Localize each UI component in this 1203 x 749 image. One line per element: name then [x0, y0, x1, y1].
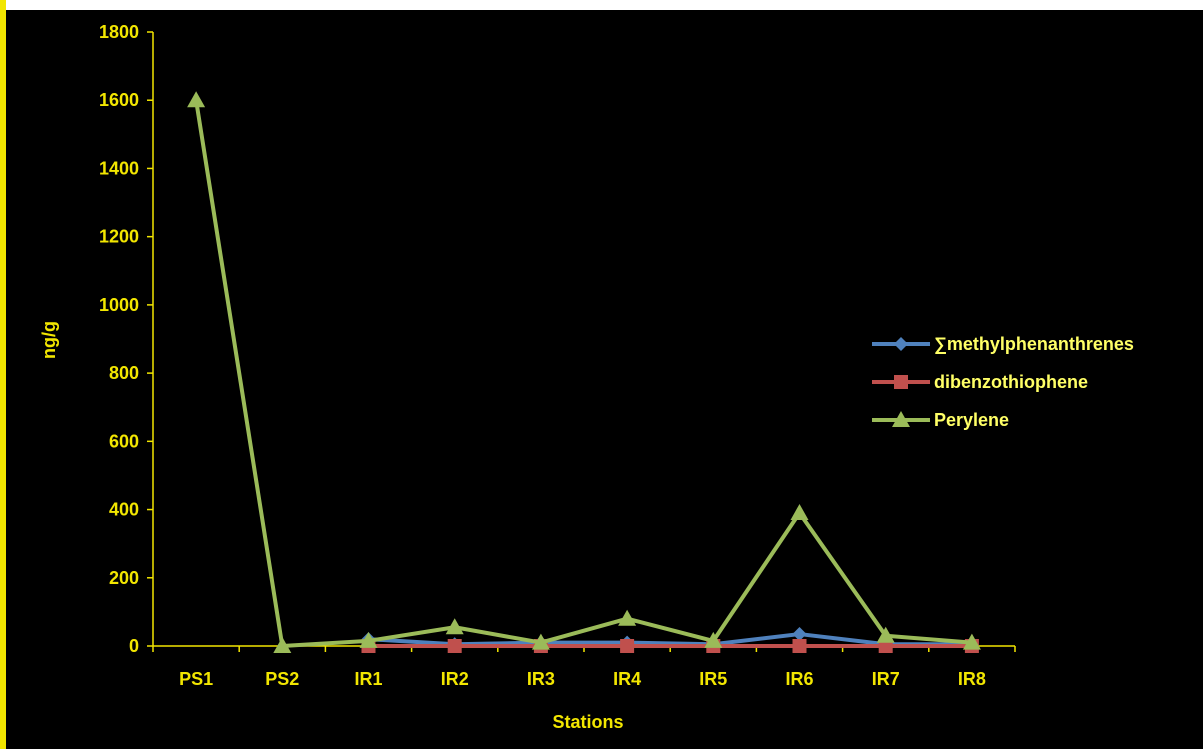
- x-tick-label: IR3: [527, 669, 555, 689]
- x-tick-label: IR8: [958, 669, 986, 689]
- data-point: [445, 618, 464, 635]
- y-tick-label: 200: [109, 568, 139, 588]
- data-point: [273, 637, 292, 653]
- x-tick-label: PS1: [179, 669, 213, 689]
- y-tick-label: 1000: [99, 295, 139, 315]
- legend-item: ∑methylphenanthrenes: [872, 334, 1134, 354]
- legend-label: ∑methylphenanthrenes: [934, 334, 1134, 354]
- legend-marker: [894, 337, 908, 351]
- legend-marker: [892, 411, 910, 427]
- y-tick-label: 0: [129, 636, 139, 656]
- data-point: [792, 639, 807, 653]
- legend-label: dibenzothiophene: [934, 372, 1088, 392]
- y-tick-labels: 0 200 400 600 800 1000 1200 1400 1600 1800: [99, 22, 139, 656]
- y-tick-label: 1800: [99, 22, 139, 42]
- data-point: [447, 639, 462, 653]
- data-point: [531, 633, 550, 650]
- x-tick-label: IR2: [441, 669, 469, 689]
- legend-label: Perylene: [934, 410, 1009, 430]
- x-tick-label: IR1: [354, 669, 382, 689]
- legend: ∑methylphenanthrenes dibenzothiophene Pery…: [872, 334, 1134, 430]
- y-tick-label: 400: [109, 500, 139, 520]
- y-tick-label: 800: [109, 363, 139, 383]
- data-point: [620, 639, 635, 653]
- data-point: [876, 626, 895, 643]
- y-axis-label: ng/g: [39, 321, 59, 359]
- x-axis-label: Stations: [552, 712, 623, 732]
- data-point: [187, 91, 206, 108]
- data-point: [704, 631, 723, 648]
- x-tick-label: IR5: [699, 669, 727, 689]
- x-tick-label: IR7: [872, 669, 900, 689]
- data-point: [618, 609, 637, 626]
- legend-marker: [894, 375, 908, 389]
- x-tick-label: PS2: [265, 669, 299, 689]
- legend-item: dibenzothiophene: [872, 372, 1088, 392]
- series-group: [187, 91, 981, 653]
- y-tick-label: 1600: [99, 90, 139, 110]
- x-tick-label: IR4: [613, 669, 641, 689]
- data-point: [790, 503, 809, 520]
- x-tick-labels: PS1 PS2 IR1 IR2 IR3 IR4 IR5 IR6 IR7 IR8: [179, 669, 986, 689]
- y-tick-label: 1400: [99, 158, 139, 178]
- y-tick-label: 1200: [99, 227, 139, 247]
- x-tick-label: IR6: [785, 669, 813, 689]
- data-point: [962, 633, 981, 650]
- data-point: [792, 627, 807, 642]
- series-line: [194, 99, 973, 648]
- y-tick-label: 600: [109, 431, 139, 451]
- series-2: [187, 91, 981, 653]
- legend-item: Perylene: [872, 410, 1009, 430]
- data-point: [359, 631, 378, 648]
- left-border: [0, 0, 6, 749]
